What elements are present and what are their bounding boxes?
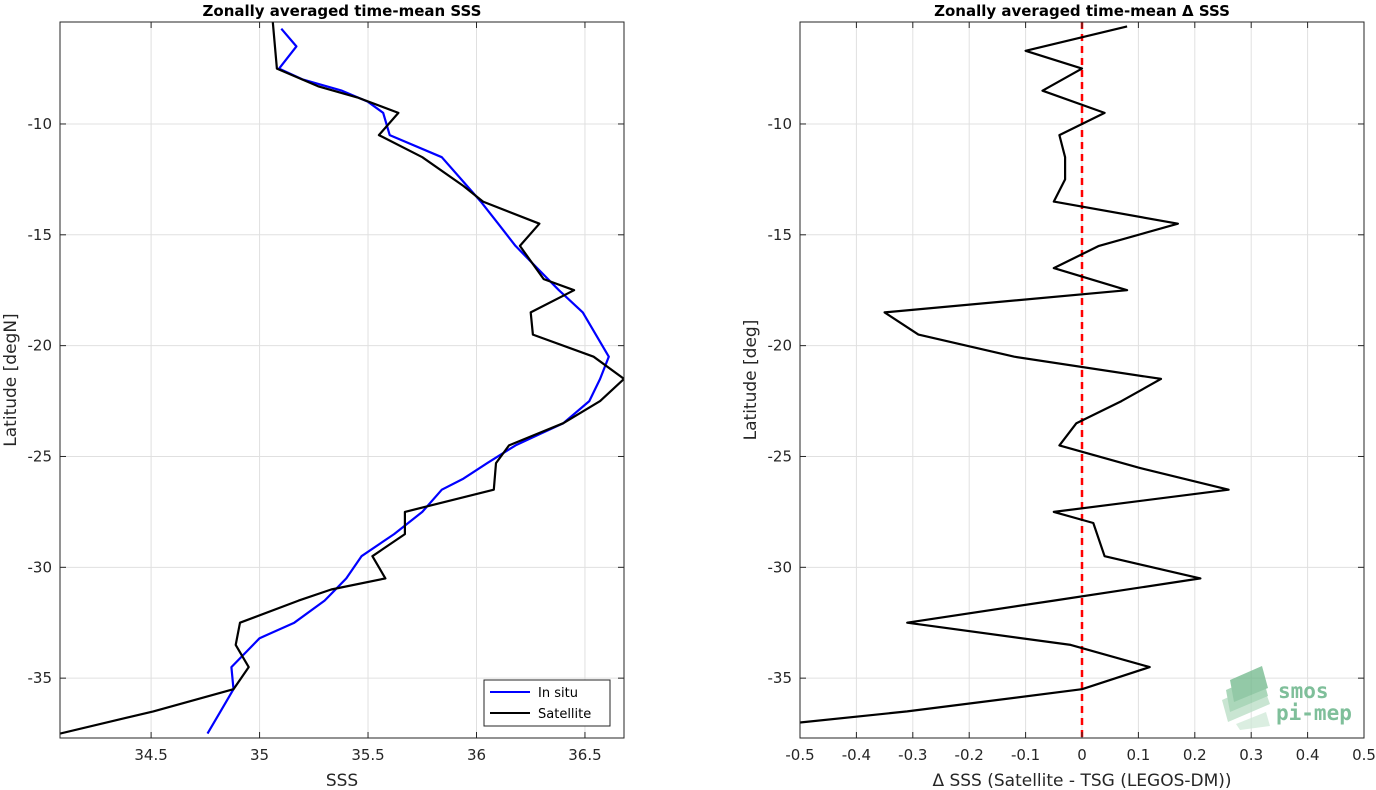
series-line-satellite [60, 22, 624, 735]
x-tick-label: 36 [467, 746, 486, 764]
x-tick-label: 0.5 [1352, 746, 1376, 764]
x-tick-label: 36.5 [568, 746, 601, 764]
y-tick-label: -20 [768, 337, 793, 355]
y-tick-label: -30 [768, 558, 793, 576]
x-tick-label: -0.1 [1011, 746, 1040, 764]
legend-label-insitu: In situ [538, 686, 578, 701]
series-line-in-situ [206, 27, 610, 735]
legend-label-satellite: Satellite [538, 707, 591, 722]
y-axis-label: Latitude [degN] [1, 313, 21, 446]
x-tick-label: 0.1 [1126, 746, 1150, 764]
x-axis-label: SSS [326, 771, 358, 790]
logo-text-line2: pi-mep [1276, 701, 1352, 725]
y-tick-label: -30 [28, 558, 53, 576]
y-tick-label: -35 [28, 669, 53, 687]
chart-title: Zonally averaged time-mean SSS [203, 2, 482, 20]
x-tick-label: 35.5 [351, 746, 384, 764]
x-tick-label: 0 [1077, 746, 1087, 764]
legend: In situ Satellite [483, 679, 611, 727]
x-tick-label: -0.4 [842, 746, 871, 764]
logo-text-line1: smos [1278, 679, 1329, 703]
series-line-series-0 [800, 25, 1230, 724]
y-tick-label: -25 [768, 447, 793, 465]
y-tick-label: -25 [28, 447, 53, 465]
x-tick-label: -0.5 [785, 746, 814, 764]
left-panel: 34.5 35 35.5 36 36.5 -35 -30 -25 -20 -15 -10 Zonall… [1, 2, 625, 790]
x-axis-label: Δ SSS (Satellite - TSG (LEGOS-DM)) [932, 771, 1231, 790]
x-tick-label: -0.2 [955, 746, 984, 764]
x-tick-label: 34.5 [134, 746, 167, 764]
axes-box [59, 21, 625, 739]
y-tick-label: -15 [28, 226, 53, 244]
x-tick-label: 0.3 [1239, 746, 1263, 764]
right-panel: -0.5 -0.4 -0.3 -0.2 -0.1 0 0.1 0.2 0.3 0.4 0.5 -35 -… [741, 2, 1376, 790]
x-tick-label: 35 [250, 746, 269, 764]
x-tick-label: -0.3 [898, 746, 927, 764]
y-axis-label: Latitude [deg] [741, 320, 761, 441]
smos-pimep-logo: smos pi-mep [1222, 666, 1352, 730]
y-tick-label: -35 [768, 669, 793, 687]
legend-box [483, 679, 611, 727]
y-tick-label: -10 [28, 115, 53, 133]
y-tick-label: -10 [768, 115, 793, 133]
x-tick-label: 0.4 [1296, 746, 1320, 764]
logo-graphic [1222, 666, 1270, 730]
chart-title: Zonally averaged time-mean Δ SSS [934, 2, 1230, 20]
y-tick-label: -15 [768, 226, 793, 244]
plot-area [60, 22, 624, 738]
x-tick-label: 0.2 [1183, 746, 1207, 764]
y-tick-label: -20 [28, 337, 53, 355]
